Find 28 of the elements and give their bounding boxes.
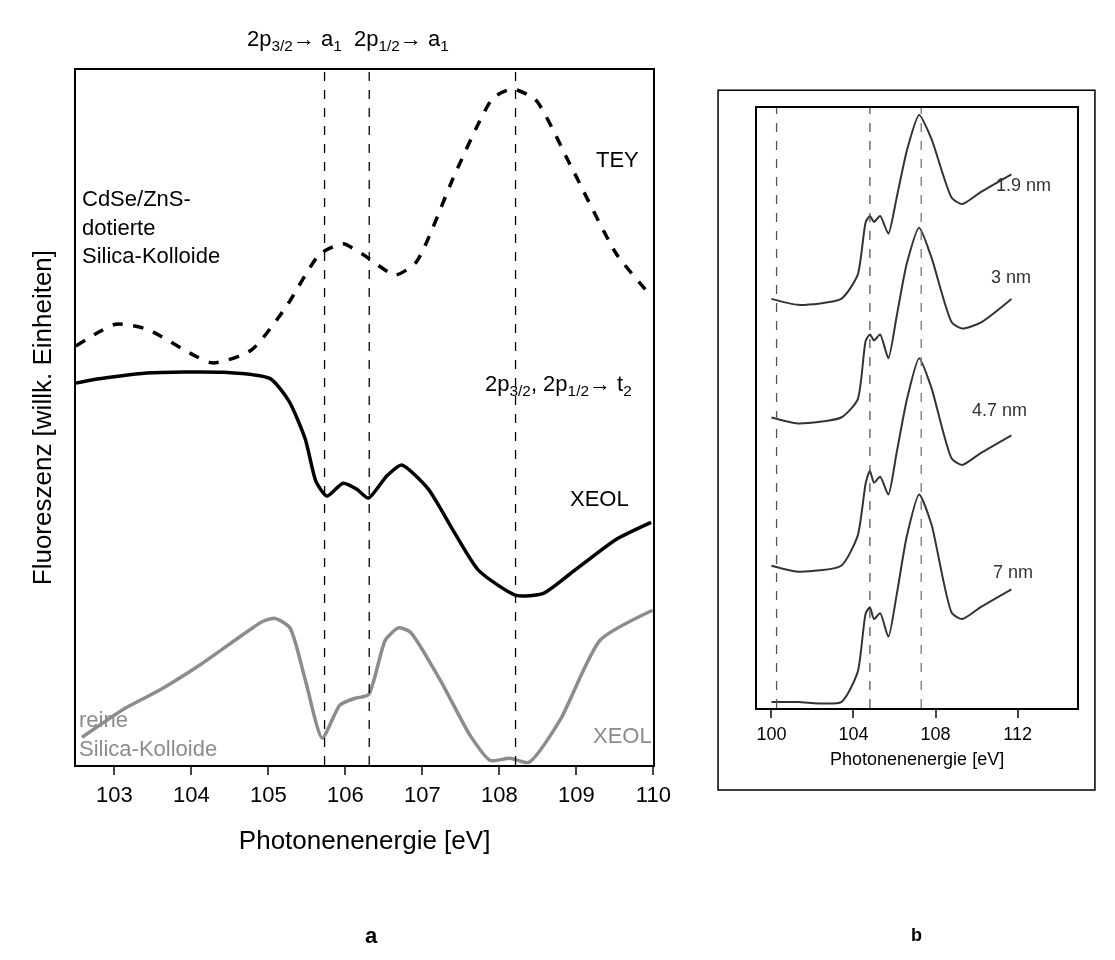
x-tick-label: 105: [249, 781, 287, 807]
series-label: 3 nm: [991, 267, 1032, 287]
text: b: [911, 925, 922, 945]
series-label: 7 nm: [993, 562, 1034, 582]
x-tick-label: 108: [481, 781, 518, 807]
ref-line-label: 2p$_{3/2}$, 2p$_{1/2}$→ t$_{2}$: [485, 371, 632, 399]
series-label: 4.7 nm: [972, 400, 1028, 420]
series-label: TEY: [596, 147, 640, 172]
x-tick-label: 100: [756, 723, 787, 744]
y-axis-title: Fluoreszenz [willk. Einheiten]: [26, 249, 57, 586]
x-axis-title: Photonenenergie [eV]: [830, 749, 1005, 770]
x-tick-label: 104: [838, 723, 869, 744]
x-tick-label: 103: [95, 781, 133, 807]
series-label: XEOL: [570, 486, 629, 511]
ref-line-label: 2p$_{3/2}$→ a$_{1}$: [247, 26, 342, 54]
x-tick-label: 110: [635, 781, 671, 807]
x-tick-label: 104: [172, 781, 210, 807]
x-tick-label: 112: [1003, 723, 1032, 744]
x-tick-label: 109: [558, 781, 595, 807]
x-axis-title: Photonenenergie [eV]: [238, 824, 491, 855]
text: a: [365, 923, 378, 948]
x-tick-label: 107: [404, 781, 441, 807]
series-label: XEOL: [593, 723, 652, 748]
annotation: CdSe/ZnS- dotierte Silica-Kolloide: [82, 186, 221, 269]
x-tick-label: 108: [920, 723, 951, 744]
ref-line-label: 2p$_{1/2}$→ a$_{1}$: [354, 26, 449, 54]
x-tick-label: 106: [326, 781, 364, 807]
series-label: 1.9 nm: [996, 175, 1052, 195]
